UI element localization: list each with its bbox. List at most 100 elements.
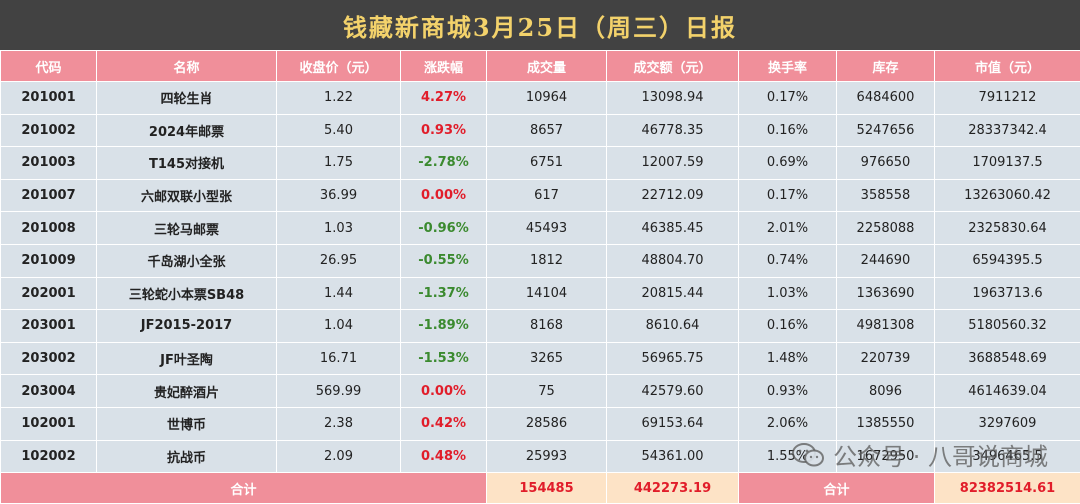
cell-amount: 56965.75 bbox=[607, 342, 739, 375]
cell-turnover: 0.17% bbox=[739, 82, 837, 115]
cell-name: 2024年邮票 bbox=[97, 114, 277, 147]
cell-close: 26.95 bbox=[277, 244, 401, 277]
cell-market-value: 28337342.4 bbox=[935, 114, 1080, 147]
cell-market-value: 4614639.04 bbox=[935, 375, 1080, 408]
cell-close: 1.75 bbox=[277, 147, 401, 180]
cell-volume: 14104 bbox=[487, 277, 607, 310]
cell-close: 569.99 bbox=[277, 375, 401, 408]
cell-change: 4.27% bbox=[401, 82, 487, 115]
header-change: 涨跌幅 bbox=[401, 51, 487, 82]
market-table: 代码 名称 收盘价（元） 涨跌幅 成交量 成交额（元） 换手率 库存 市值（元）… bbox=[0, 50, 1080, 504]
cell-market-value: 3496465.5 bbox=[935, 440, 1080, 473]
cell-amount: 12007.59 bbox=[607, 147, 739, 180]
totals-market-value: 82382514.61 bbox=[935, 473, 1080, 504]
cell-volume: 6751 bbox=[487, 147, 607, 180]
cell-market-value: 7911212 bbox=[935, 82, 1080, 115]
cell-amount: 42579.60 bbox=[607, 375, 739, 408]
cell-turnover: 1.55% bbox=[739, 440, 837, 473]
cell-close: 1.03 bbox=[277, 212, 401, 245]
cell-stock: 1385550 bbox=[837, 407, 935, 440]
cell-change: 0.42% bbox=[401, 407, 487, 440]
cell-stock: 1363690 bbox=[837, 277, 935, 310]
cell-code: 203001 bbox=[1, 310, 97, 343]
totals-label-left: 合计 bbox=[1, 473, 487, 504]
totals-amount: 442273.19 bbox=[607, 473, 739, 504]
totals-label-right: 合计 bbox=[739, 473, 935, 504]
cell-code: 202001 bbox=[1, 277, 97, 310]
cell-market-value: 2325830.64 bbox=[935, 212, 1080, 245]
cell-amount: 46385.45 bbox=[607, 212, 739, 245]
cell-volume: 10964 bbox=[487, 82, 607, 115]
cell-close: 5.40 bbox=[277, 114, 401, 147]
cell-volume: 1812 bbox=[487, 244, 607, 277]
cell-amount: 48804.70 bbox=[607, 244, 739, 277]
header-turnover: 换手率 bbox=[739, 51, 837, 82]
cell-name: 千岛湖小全张 bbox=[97, 244, 277, 277]
cell-stock: 6484600 bbox=[837, 82, 935, 115]
cell-name: JF2015-2017 bbox=[97, 310, 277, 343]
cell-volume: 75 bbox=[487, 375, 607, 408]
cell-turnover: 0.16% bbox=[739, 310, 837, 343]
cell-name: T145对接机 bbox=[97, 147, 277, 180]
cell-change: -1.89% bbox=[401, 310, 487, 343]
cell-volume: 8657 bbox=[487, 114, 607, 147]
report-title-bar: 钱藏新商城3月25日（周三）日报 bbox=[0, 0, 1080, 50]
totals-volume: 154485 bbox=[487, 473, 607, 504]
cell-turnover: 2.06% bbox=[739, 407, 837, 440]
cell-volume: 8168 bbox=[487, 310, 607, 343]
cell-close: 1.04 bbox=[277, 310, 401, 343]
cell-code: 102001 bbox=[1, 407, 97, 440]
cell-code: 201001 bbox=[1, 82, 97, 115]
report-title: 钱藏新商城3月25日（周三）日报 bbox=[343, 8, 737, 43]
cell-code: 102002 bbox=[1, 440, 97, 473]
cell-change: -0.55% bbox=[401, 244, 487, 277]
cell-stock: 358558 bbox=[837, 179, 935, 212]
cell-close: 2.09 bbox=[277, 440, 401, 473]
cell-amount: 8610.64 bbox=[607, 310, 739, 343]
cell-code: 203002 bbox=[1, 342, 97, 375]
header-code: 代码 bbox=[1, 51, 97, 82]
cell-turnover: 0.74% bbox=[739, 244, 837, 277]
cell-turnover: 0.69% bbox=[739, 147, 837, 180]
cell-market-value: 1709137.5 bbox=[935, 147, 1080, 180]
cell-close: 1.44 bbox=[277, 277, 401, 310]
cell-code: 203004 bbox=[1, 375, 97, 408]
header-volume: 成交量 bbox=[487, 51, 607, 82]
cell-close: 36.99 bbox=[277, 179, 401, 212]
cell-stock: 5247656 bbox=[837, 114, 935, 147]
cell-volume: 25993 bbox=[487, 440, 607, 473]
cell-stock: 244690 bbox=[837, 244, 935, 277]
cell-name: 世博币 bbox=[97, 407, 277, 440]
cell-close: 2.38 bbox=[277, 407, 401, 440]
cell-name: 抗战币 bbox=[97, 440, 277, 473]
cell-stock: 1672950 bbox=[837, 440, 935, 473]
cell-name: 三轮蛇小本票SB48 bbox=[97, 277, 277, 310]
cell-turnover: 0.17% bbox=[739, 179, 837, 212]
cell-close: 16.71 bbox=[277, 342, 401, 375]
cell-amount: 46778.35 bbox=[607, 114, 739, 147]
cell-turnover: 2.01% bbox=[739, 212, 837, 245]
cell-change: -0.96% bbox=[401, 212, 487, 245]
cell-stock: 220739 bbox=[837, 342, 935, 375]
cell-stock: 976650 bbox=[837, 147, 935, 180]
cell-code: 201009 bbox=[1, 244, 97, 277]
cell-amount: 22712.09 bbox=[607, 179, 739, 212]
cell-change: 0.00% bbox=[401, 179, 487, 212]
cell-turnover: 0.93% bbox=[739, 375, 837, 408]
cell-name: JF叶圣陶 bbox=[97, 342, 277, 375]
cell-name: 六邮双联小型张 bbox=[97, 179, 277, 212]
cell-code: 201003 bbox=[1, 147, 97, 180]
cell-market-value: 13263060.42 bbox=[935, 179, 1080, 212]
cell-volume: 617 bbox=[487, 179, 607, 212]
